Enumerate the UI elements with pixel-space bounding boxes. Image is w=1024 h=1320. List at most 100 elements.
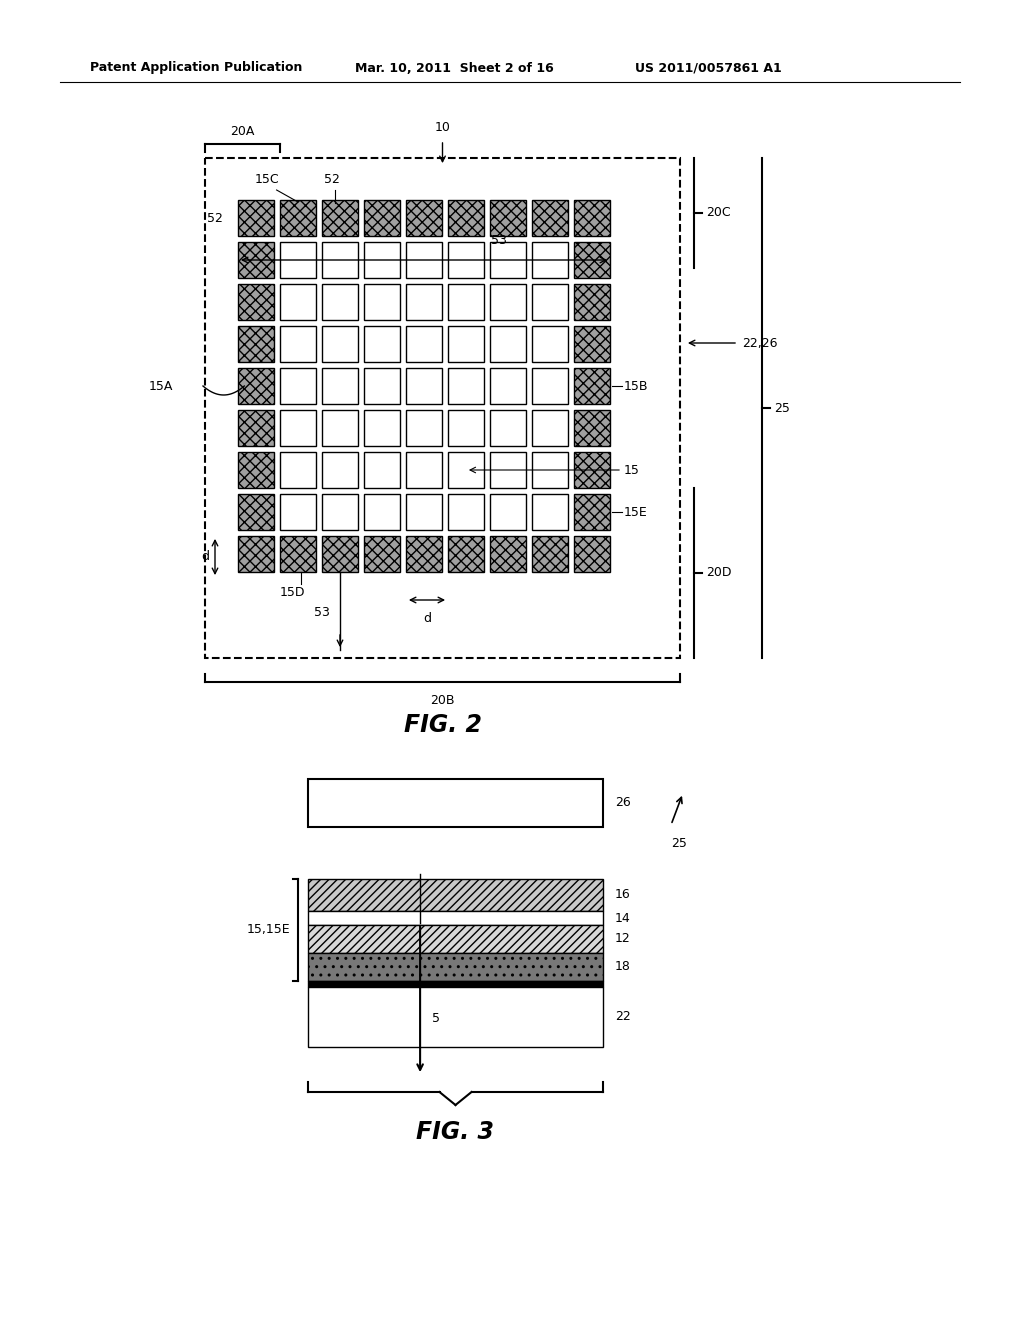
Bar	[308, 953, 603, 981]
Bar	[280, 536, 316, 572]
Bar	[308, 779, 603, 828]
Text: FIG. 2: FIG. 2	[403, 713, 481, 737]
Text: 22: 22	[615, 1011, 631, 1023]
Text: 53: 53	[490, 234, 507, 247]
Bar	[532, 411, 568, 446]
Bar	[238, 536, 274, 572]
Bar	[574, 242, 610, 279]
Bar	[280, 368, 316, 404]
Text: Patent Application Publication: Patent Application Publication	[90, 62, 302, 74]
Bar	[574, 368, 610, 404]
Bar	[490, 536, 526, 572]
Bar	[308, 981, 603, 987]
Text: 20C: 20C	[706, 206, 731, 219]
Bar	[406, 368, 442, 404]
Bar	[322, 451, 358, 488]
Bar	[308, 925, 603, 953]
Bar	[490, 368, 526, 404]
Bar	[406, 536, 442, 572]
Bar	[532, 326, 568, 362]
Text: 26: 26	[615, 796, 631, 809]
Bar	[238, 411, 274, 446]
Text: d: d	[201, 550, 209, 564]
Bar	[364, 284, 400, 319]
Bar	[308, 879, 603, 911]
Text: 15,15E: 15,15E	[247, 924, 290, 936]
Text: US 2011/0057861 A1: US 2011/0057861 A1	[635, 62, 781, 74]
Text: 20A: 20A	[230, 125, 255, 139]
Bar	[280, 411, 316, 446]
Text: 10: 10	[434, 121, 451, 135]
Bar	[449, 326, 484, 362]
Text: 18: 18	[615, 961, 631, 974]
Bar	[308, 911, 603, 925]
Bar	[238, 368, 274, 404]
Text: 5: 5	[432, 1012, 440, 1026]
Text: 52: 52	[207, 213, 223, 226]
Text: 22,26: 22,26	[742, 337, 777, 350]
Text: 15D: 15D	[280, 586, 305, 599]
Bar	[490, 284, 526, 319]
Bar	[280, 451, 316, 488]
Bar	[406, 494, 442, 531]
Bar	[308, 987, 603, 1047]
Bar	[490, 411, 526, 446]
Bar	[322, 368, 358, 404]
Bar	[406, 411, 442, 446]
Bar	[364, 326, 400, 362]
Bar	[238, 201, 274, 236]
Bar	[532, 201, 568, 236]
Bar	[490, 494, 526, 531]
Bar	[532, 242, 568, 279]
Bar	[449, 284, 484, 319]
Bar	[364, 536, 400, 572]
Text: 15C: 15C	[255, 173, 280, 186]
Bar	[574, 284, 610, 319]
Bar	[449, 494, 484, 531]
Text: Mar. 10, 2011  Sheet 2 of 16: Mar. 10, 2011 Sheet 2 of 16	[355, 62, 554, 74]
Bar	[322, 411, 358, 446]
Bar	[364, 451, 400, 488]
Bar	[574, 411, 610, 446]
Text: 20D: 20D	[706, 566, 731, 579]
Bar	[280, 242, 316, 279]
Bar	[449, 242, 484, 279]
Bar	[364, 494, 400, 531]
Bar	[490, 242, 526, 279]
Text: 16: 16	[615, 888, 631, 902]
Text: 53: 53	[314, 606, 330, 619]
Bar	[490, 451, 526, 488]
Bar	[406, 242, 442, 279]
Bar	[322, 201, 358, 236]
Bar	[280, 201, 316, 236]
Bar	[205, 158, 680, 657]
Bar	[490, 326, 526, 362]
Text: 15: 15	[624, 463, 640, 477]
Bar	[280, 494, 316, 531]
Text: 14: 14	[615, 912, 631, 924]
Bar	[322, 536, 358, 572]
Text: 12: 12	[615, 932, 631, 945]
Bar	[322, 326, 358, 362]
Bar	[322, 284, 358, 319]
Bar	[449, 368, 484, 404]
Bar	[449, 201, 484, 236]
Bar	[406, 451, 442, 488]
Bar	[574, 451, 610, 488]
Bar	[532, 284, 568, 319]
Bar	[574, 326, 610, 362]
Bar	[406, 201, 442, 236]
Bar	[238, 451, 274, 488]
Bar	[490, 201, 526, 236]
Bar	[406, 326, 442, 362]
Bar	[532, 494, 568, 531]
Bar	[280, 284, 316, 319]
Text: 15E: 15E	[624, 506, 648, 519]
Bar	[449, 536, 484, 572]
Bar	[238, 242, 274, 279]
Bar	[322, 242, 358, 279]
Bar	[364, 368, 400, 404]
Bar	[449, 451, 484, 488]
Bar	[574, 494, 610, 531]
Bar	[574, 201, 610, 236]
